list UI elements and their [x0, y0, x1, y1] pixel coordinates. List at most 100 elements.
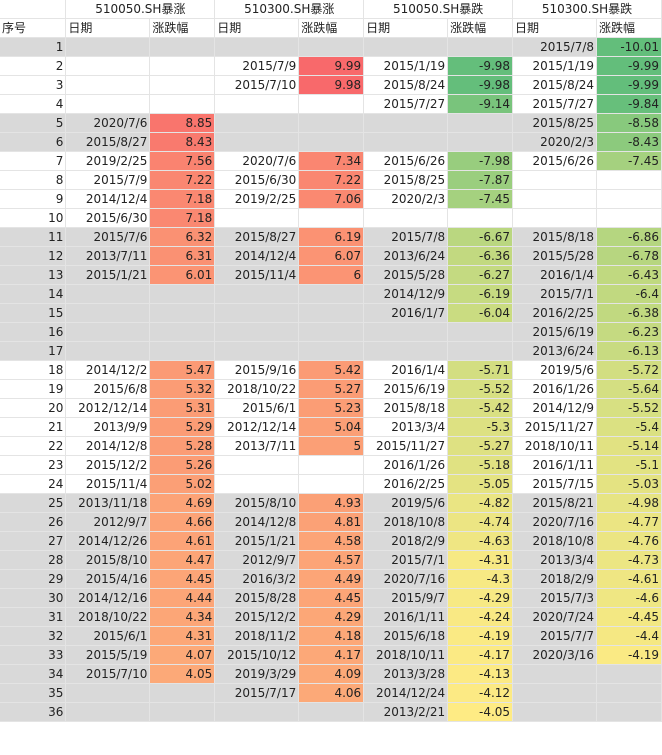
- date-cell[interactable]: 2018/2/9: [363, 531, 449, 552]
- change-cell[interactable]: 4.31: [149, 626, 216, 647]
- change-cell[interactable]: 5.29: [149, 417, 216, 438]
- date-cell[interactable]: 2018/10/11: [363, 645, 449, 666]
- date-cell[interactable]: 2015/1/21: [214, 531, 300, 552]
- change-cell[interactable]: -5.42: [447, 398, 514, 419]
- change-cell[interactable]: -4.05: [447, 702, 514, 723]
- change-cell[interactable]: 7.34: [298, 151, 365, 172]
- date-cell[interactable]: 2015/12/2: [214, 607, 300, 628]
- date-cell[interactable]: [214, 303, 300, 324]
- change-cell[interactable]: -8.58: [596, 113, 662, 134]
- group-header-510050-up[interactable]: 510050.SH暴涨: [65, 0, 216, 20]
- change-cell[interactable]: [298, 702, 365, 723]
- date-cell[interactable]: 2014/12/16: [65, 588, 151, 609]
- date-cell[interactable]: 2012/12/14: [65, 398, 151, 419]
- change-cell[interactable]: -4.77: [596, 512, 662, 533]
- date-cell[interactable]: [65, 94, 151, 115]
- change-cell[interactable]: [596, 170, 662, 191]
- date-cell[interactable]: [65, 322, 151, 343]
- date-cell[interactable]: 2015/6/1: [214, 398, 300, 419]
- seq-cell[interactable]: 13: [0, 265, 67, 286]
- change-cell[interactable]: -4.12: [447, 683, 514, 704]
- date-cell[interactable]: 2018/10/22: [214, 379, 300, 400]
- change-cell[interactable]: -9.98: [447, 75, 514, 96]
- date-cell[interactable]: 2015/7/15: [512, 474, 598, 495]
- date-cell[interactable]: 2013/3/28: [363, 664, 449, 685]
- date-cell[interactable]: 2015/5/28: [512, 246, 598, 267]
- date-cell[interactable]: 2013/6/24: [512, 341, 598, 362]
- date-cell[interactable]: 2015/1/19: [512, 56, 598, 77]
- change-cell[interactable]: -4.17: [447, 645, 514, 666]
- seq-cell[interactable]: 2: [0, 56, 67, 77]
- date-cell[interactable]: [214, 113, 300, 134]
- change-cell[interactable]: [298, 208, 365, 229]
- change-cell[interactable]: 5: [298, 436, 365, 457]
- date-cell[interactable]: 2014/12/9: [512, 398, 598, 419]
- date-cell[interactable]: 2015/8/27: [65, 132, 151, 153]
- date-cell[interactable]: 2015/7/27: [512, 94, 598, 115]
- change-cell[interactable]: -6.86: [596, 227, 662, 248]
- change-cell[interactable]: 5.04: [298, 417, 365, 438]
- date-cell[interactable]: 2014/12/24: [363, 683, 449, 704]
- date-cell[interactable]: 2015/7/8: [363, 227, 449, 248]
- group-header-510050-down[interactable]: 510050.SH暴跌: [363, 0, 514, 20]
- change-cell[interactable]: 4.58: [298, 531, 365, 552]
- date-cell[interactable]: 2016/1/4: [512, 265, 598, 286]
- header-date[interactable]: 日期: [65, 18, 151, 39]
- change-cell[interactable]: 5.02: [149, 474, 216, 495]
- change-cell[interactable]: -6.36: [447, 246, 514, 267]
- change-cell[interactable]: [447, 208, 514, 229]
- change-cell[interactable]: [447, 37, 514, 58]
- date-cell[interactable]: 2015/8/10: [65, 550, 151, 571]
- change-cell[interactable]: 7.06: [298, 189, 365, 210]
- date-cell[interactable]: 2019/2/25: [65, 151, 151, 172]
- date-cell[interactable]: [214, 474, 300, 495]
- date-cell[interactable]: [214, 455, 300, 476]
- date-cell[interactable]: 2020/7/24: [512, 607, 598, 628]
- date-cell[interactable]: 2015/8/25: [512, 113, 598, 134]
- change-cell[interactable]: -5.03: [596, 474, 662, 495]
- header-change[interactable]: 涨跌幅: [149, 18, 216, 39]
- seq-cell[interactable]: 9: [0, 189, 67, 210]
- seq-cell[interactable]: 26: [0, 512, 67, 533]
- date-cell[interactable]: 2016/1/26: [363, 455, 449, 476]
- change-cell[interactable]: 5.28: [149, 436, 216, 457]
- date-cell[interactable]: 2015/11/27: [363, 436, 449, 457]
- date-cell[interactable]: 2015/6/8: [65, 379, 151, 400]
- change-cell[interactable]: -5.71: [447, 360, 514, 381]
- date-cell[interactable]: 2015/7/17: [214, 683, 300, 704]
- seq-cell[interactable]: 31: [0, 607, 67, 628]
- date-cell[interactable]: 2016/1/26: [512, 379, 598, 400]
- header-date[interactable]: 日期: [512, 18, 598, 39]
- change-cell[interactable]: [596, 664, 662, 685]
- header-date[interactable]: 日期: [363, 18, 449, 39]
- change-cell[interactable]: -4.98: [596, 493, 662, 514]
- seq-cell[interactable]: 22: [0, 436, 67, 457]
- date-cell[interactable]: 2015/8/24: [512, 75, 598, 96]
- change-cell[interactable]: -6.4: [596, 284, 662, 305]
- date-cell[interactable]: 2016/2/25: [512, 303, 598, 324]
- change-cell[interactable]: 5.47: [149, 360, 216, 381]
- change-cell[interactable]: -5.4: [596, 417, 662, 438]
- date-cell[interactable]: 2015/8/27: [214, 227, 300, 248]
- date-cell[interactable]: 2015/7/10: [65, 664, 151, 685]
- date-cell[interactable]: 2015/8/18: [363, 398, 449, 419]
- change-cell[interactable]: 7.56: [149, 151, 216, 172]
- date-cell[interactable]: 2015/6/19: [512, 322, 598, 343]
- change-cell[interactable]: 6.32: [149, 227, 216, 248]
- change-cell[interactable]: [149, 702, 216, 723]
- date-cell[interactable]: [214, 322, 300, 343]
- change-cell[interactable]: -7.98: [447, 151, 514, 172]
- seq-cell[interactable]: 6: [0, 132, 67, 153]
- date-cell[interactable]: 2013/3/4: [512, 550, 598, 571]
- date-cell[interactable]: 2013/6/24: [363, 246, 449, 267]
- change-cell[interactable]: -4.82: [447, 493, 514, 514]
- seq-cell[interactable]: 32: [0, 626, 67, 647]
- date-cell[interactable]: 2016/1/11: [512, 455, 598, 476]
- date-cell[interactable]: 2018/11/2: [214, 626, 300, 647]
- change-cell[interactable]: -4.76: [596, 531, 662, 552]
- change-cell[interactable]: 6.01: [149, 265, 216, 286]
- change-cell[interactable]: -6.13: [596, 341, 662, 362]
- change-cell[interactable]: -4.45: [596, 607, 662, 628]
- header-date[interactable]: 日期: [214, 18, 300, 39]
- change-cell[interactable]: 4.47: [149, 550, 216, 571]
